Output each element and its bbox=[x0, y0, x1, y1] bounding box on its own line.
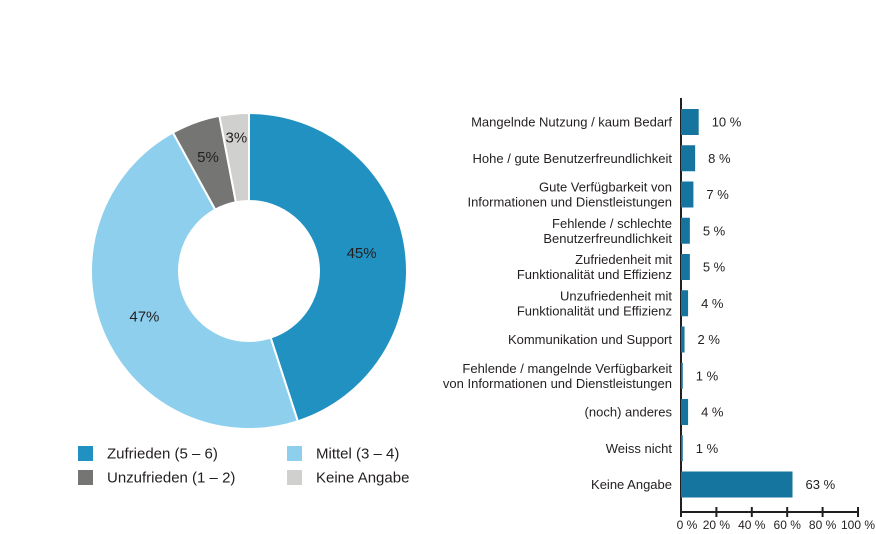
x-tick-label: 0 % bbox=[677, 518, 698, 532]
bar-value-label: 7 % bbox=[706, 187, 729, 202]
bar-category-label: (noch) anderes bbox=[585, 405, 673, 420]
x-tick-label: 40 % bbox=[738, 518, 766, 532]
bar-chart: 0 % 20 % 40 % 60 % 80 % 100 % 10 % Mangelnde Nu… bbox=[443, 98, 875, 532]
donut-slice-label: 5% bbox=[197, 149, 219, 166]
bar-category-label: Gute Verfügbarkeit von bbox=[539, 180, 672, 195]
bar-value-label: 1 % bbox=[696, 441, 719, 456]
legend-swatch bbox=[287, 470, 302, 485]
bar bbox=[681, 326, 685, 353]
bar-category-label: Benutzerfreundlichkeit bbox=[543, 231, 672, 246]
bar bbox=[681, 217, 690, 244]
x-tick-label: 80 % bbox=[809, 518, 837, 532]
donut-slice-label: 3% bbox=[226, 130, 248, 147]
bar bbox=[681, 471, 793, 498]
donut-slice-label: 47% bbox=[129, 308, 159, 325]
bar bbox=[681, 362, 683, 389]
legend-label: Mittel (3 – 4) bbox=[316, 446, 399, 463]
bar-value-label: 4 % bbox=[701, 296, 724, 311]
legend-label: Keine Angabe bbox=[316, 470, 409, 487]
bar-category-label: Informationen und Dienstleistungen bbox=[467, 195, 672, 210]
donut-slice-label: 45% bbox=[347, 245, 377, 262]
bar-value-label: 2 % bbox=[698, 332, 721, 347]
bar-value-label: 1 % bbox=[696, 368, 719, 383]
donut-slice bbox=[218, 111, 250, 204]
bar-value-label: 10 % bbox=[712, 115, 742, 130]
bar-category-label: Hohe / gute Benutzerfreundlichkeit bbox=[473, 151, 673, 166]
bar-value-label: 5 % bbox=[703, 260, 726, 275]
x-tick-label: 20 % bbox=[703, 518, 731, 532]
legend-label: Zufrieden (5 – 6) bbox=[107, 446, 218, 463]
legend-swatch bbox=[287, 446, 302, 461]
donut-slice bbox=[248, 111, 408, 423]
donut-chart: 45% 47% 5% 3% bbox=[90, 111, 408, 430]
bar-category-label: Zufriedenheit mit bbox=[575, 252, 672, 267]
bar bbox=[681, 145, 696, 172]
bar bbox=[681, 181, 694, 208]
bar-category-label: Keine Angabe bbox=[591, 477, 672, 492]
legend-swatch bbox=[78, 446, 93, 461]
bar-category-label: Weiss nicht bbox=[606, 441, 673, 456]
bar bbox=[681, 399, 689, 425]
x-tick-label: 100 % bbox=[841, 518, 875, 532]
bar bbox=[681, 109, 699, 135]
bar-category-label: Funktionalität und Effizienz bbox=[517, 303, 672, 318]
bar-value-label: 4 % bbox=[701, 405, 724, 420]
bar bbox=[681, 435, 683, 462]
bar-value-label: 8 % bbox=[708, 151, 731, 166]
legend-label: Unzufrieden (1 – 2) bbox=[107, 470, 235, 487]
bar-value-label: 63 % bbox=[806, 477, 836, 492]
donut-slice bbox=[90, 131, 300, 430]
bar-category-label: Funktionalität und Effizienz bbox=[517, 267, 672, 282]
bar-category-label: Unzufriedenheit mit bbox=[560, 288, 672, 303]
legend-swatch bbox=[78, 470, 93, 485]
bar-value-label: 5 % bbox=[703, 223, 726, 238]
bar-category-label: Fehlende / mangelnde Verfügbarkeit bbox=[462, 361, 672, 376]
donut-legend: Zufrieden (5 – 6) Mittel (3 – 4) Unzufried… bbox=[78, 446, 409, 487]
x-tick-label: 60 % bbox=[774, 518, 802, 532]
bar bbox=[681, 290, 689, 317]
bar-category-label: Fehlende / schlechte bbox=[552, 216, 672, 231]
bar-category-label: von Informationen und Dienstleistungen bbox=[443, 376, 672, 391]
bar-category-label: Kommunikation und Support bbox=[508, 332, 672, 347]
bar bbox=[681, 254, 690, 280]
bar-category-label: Mangelnde Nutzung / kaum Bedarf bbox=[471, 115, 672, 130]
